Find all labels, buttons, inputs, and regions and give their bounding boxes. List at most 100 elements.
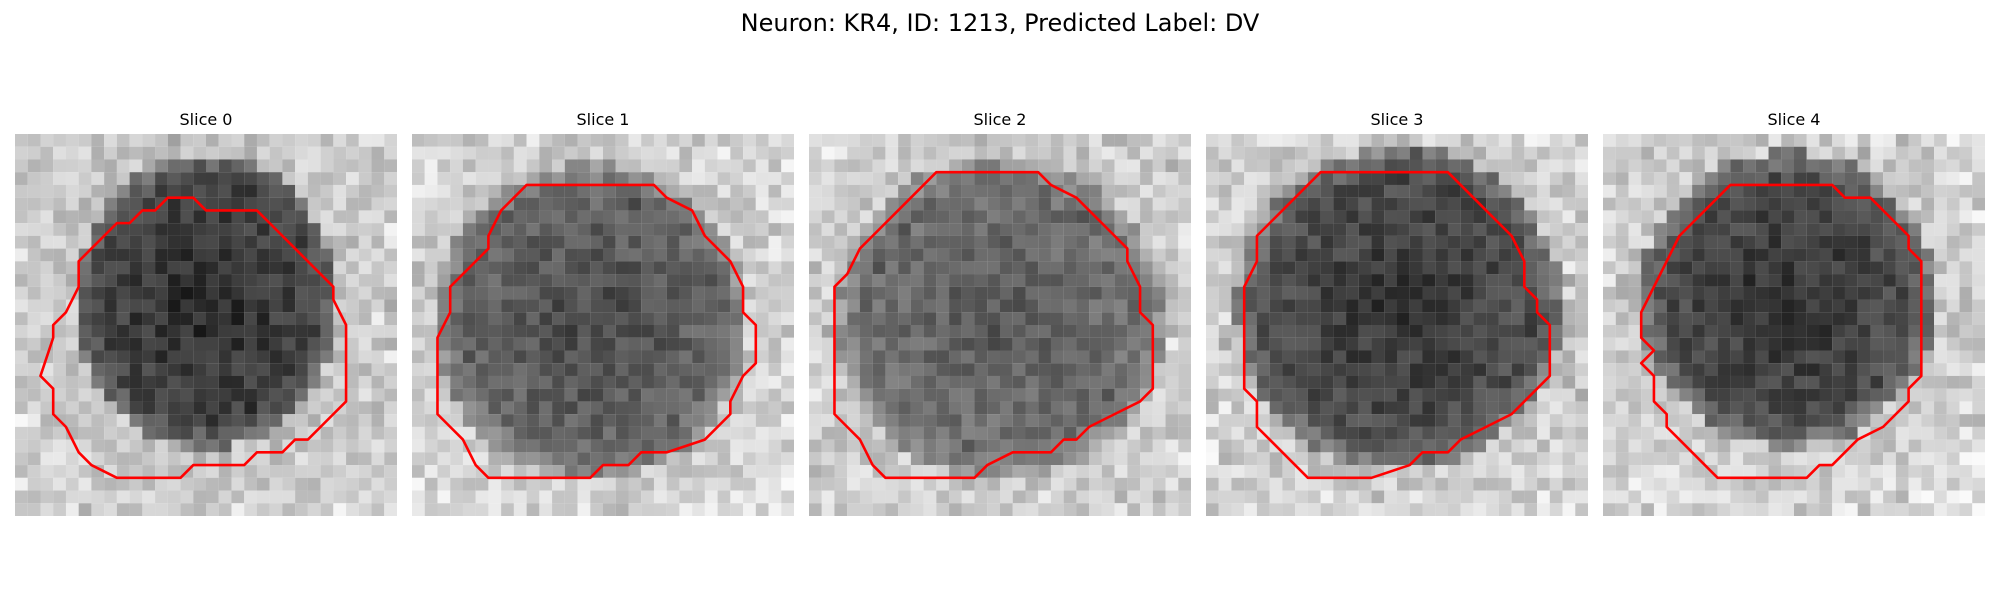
pixel-cell [1895,477,1909,491]
pixel-cell [539,490,553,504]
pixel-cell [1295,146,1308,160]
pixel-cell [1832,388,1845,402]
pixel-cell [1883,248,1896,262]
pixel-cell [781,299,794,313]
pixel-cell [539,159,553,173]
pixel-cell [781,401,794,415]
pixel-cell [462,248,476,262]
pixel-cell [488,312,502,326]
pixel-cell [1307,210,1321,224]
pixel-cell [1371,223,1385,236]
pixel-cell [1908,503,1922,516]
pixel-cell [552,477,565,491]
pixel-cell [501,452,514,466]
pixel-cell [1921,248,1935,262]
pixel-cell [1934,375,1947,389]
pixel-cell [1178,388,1191,402]
pixel-cell [412,235,425,249]
pixel-cell [295,299,308,313]
pixel-cell [755,503,769,516]
pixel-cell [974,286,988,300]
pixel-cell [1781,235,1795,249]
pixel-cell [1371,197,1385,211]
pixel-cell [1282,414,1296,427]
pixel-cell [1165,134,1179,147]
pixel-cell [1152,337,1166,351]
pixel-cell [384,401,397,415]
pixel-cell [1295,197,1308,211]
pixel-cell [730,503,744,516]
pixel-cell [1384,235,1398,249]
pixel-cell [1152,146,1166,160]
pixel-cell [206,286,219,300]
pixel-cell [781,337,794,351]
pixel-cell [834,325,848,338]
pixel-cell [1844,235,1858,249]
pixel-cell [1473,325,1487,338]
pixel-cell [384,325,397,338]
pixel-cell [809,490,822,504]
pixel-cell [809,146,822,160]
pixel-cell [1666,299,1680,313]
pixel-cell [346,503,359,516]
pixel-cell [1114,426,1128,440]
pixel-cell [91,159,105,173]
pixel-cell [1537,426,1550,440]
pixel-cell [1883,477,1896,491]
pixel-cell [437,312,451,326]
pixel-cell [1000,197,1013,211]
pixel-cell [1114,184,1128,198]
pixel-cell [692,184,705,198]
pixel-cell [40,197,54,211]
pixel-cell [104,325,117,338]
pixel-cell [513,235,527,249]
pixel-cell [1575,388,1588,402]
pixel-cell [679,426,693,440]
pixel-cell [40,261,54,275]
pixel-cell [1934,223,1947,236]
pixel-cell [1307,286,1321,300]
pixel-cell [1549,490,1563,504]
pixel-cell [1063,350,1077,364]
pixel-cell [346,184,359,198]
pixel-cell [1549,274,1563,287]
pixel-cell [1140,452,1153,466]
pixel-cell [834,426,848,440]
pixel-cell [1256,388,1270,402]
pixel-cell [847,184,860,198]
pixel-cell [1498,325,1512,338]
pixel-cell [1895,197,1909,211]
pixel-cell [1615,465,1629,478]
pixel-cell [730,350,744,364]
pixel-cell [1819,312,1833,326]
pixel-cell [1384,172,1398,185]
pixel-cell [641,363,654,376]
pixel-cell [1921,312,1935,326]
pixel-cell [974,197,988,211]
pixel-cell [1844,134,1858,147]
pixel-cell [1218,299,1232,313]
pixel-cell [142,490,156,504]
pixel-cell [910,439,924,453]
pixel-cell [1140,159,1153,173]
pixel-cell [1511,223,1525,236]
pixel-cell [1152,401,1166,415]
pixel-cell [1140,210,1153,224]
pixel-cell [1140,439,1153,453]
pixel-cell [1537,210,1550,224]
pixel-cell [743,477,756,491]
pixel-cell [615,337,629,351]
pixel-cell [526,235,540,249]
pixel-cell [346,274,359,287]
pixel-cell [564,134,578,147]
pixel-cell [218,146,232,160]
pixel-cell [949,426,962,440]
pixel-cell [1101,490,1115,504]
pixel-cell [1806,299,1820,313]
pixel-cell [384,465,397,478]
pixel-cell [307,375,321,389]
pixel-cell [615,414,629,427]
pixel-cell [282,490,296,504]
pixel-cell [1460,477,1474,491]
pixel-cell [949,363,962,376]
